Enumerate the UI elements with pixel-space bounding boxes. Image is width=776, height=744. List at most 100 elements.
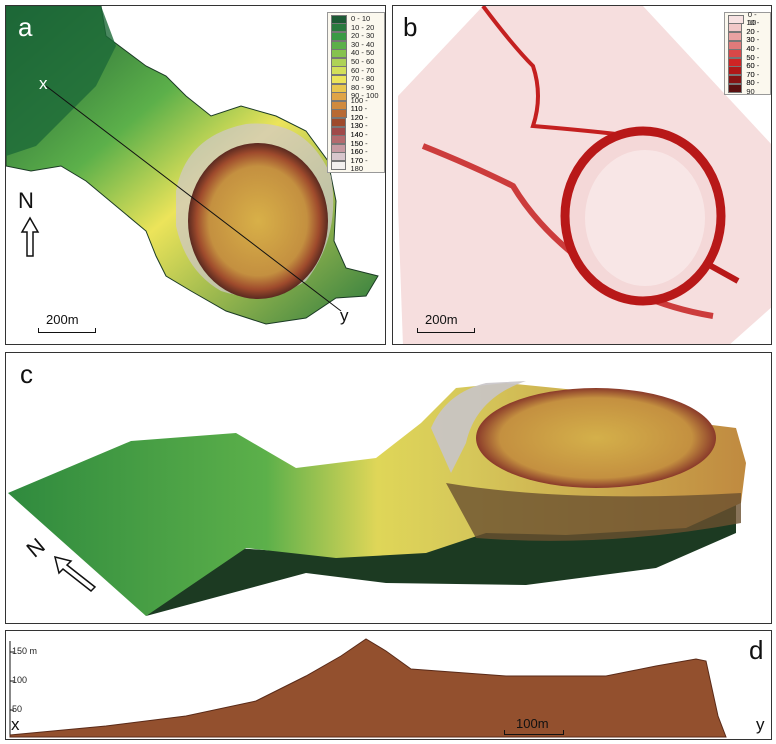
panel-c-3d-view: c N (5, 352, 772, 624)
legend-swatch (331, 74, 347, 84)
legend-entry: 40 - 50 (331, 48, 381, 59)
legend-label: 80 - 90 (351, 82, 375, 92)
profile-start-label-d: x (11, 715, 20, 734)
legend-label: 70 - 80 (351, 74, 375, 84)
panel-letter-a: a (18, 12, 33, 42)
legend-entry: 60 - 70 (331, 65, 381, 76)
legend-swatch (331, 135, 347, 145)
legend-label: 170 - 180 (350, 155, 368, 174)
scale-label-b: 200m (425, 312, 458, 327)
legend-entry: 110 - 120 (331, 104, 381, 122)
legend-entry: 0 - 10 (728, 10, 767, 27)
legend-swatch (331, 23, 347, 33)
legend-swatch (728, 31, 743, 41)
legend-entry: 70 - 80 (331, 75, 381, 84)
legend-label: 120 - 130 (350, 112, 368, 131)
legend-entry: 20 - 30 (331, 32, 381, 41)
legend-entry: 80 - 90 (728, 79, 767, 96)
legend-swatch (331, 31, 347, 41)
legend-entry: 0 - 10 (331, 14, 381, 24)
legend-label: 60 - 70 (746, 61, 760, 79)
legend-entry: 170 - 180 (331, 156, 381, 173)
legend-swatch (331, 66, 347, 76)
legend-swatch (331, 117, 347, 127)
scale-bar-d (504, 730, 564, 735)
legend-swatch (331, 57, 347, 67)
legend-swatch (331, 40, 347, 50)
crater-floor-gentle (585, 150, 705, 286)
profile-section (9, 638, 727, 738)
legend-swatch (331, 100, 347, 110)
scale-bar-a (38, 328, 96, 333)
scale-label-d: 100m (516, 716, 549, 731)
profile-graphic (9, 638, 727, 738)
legend-swatch (331, 126, 347, 136)
legend-entry: 20 - 30 (728, 27, 767, 44)
legend-label: 40 - 50 (351, 48, 375, 58)
legend-swatch (331, 109, 347, 119)
legend-swatch (728, 57, 743, 67)
legend-swatch (728, 74, 743, 84)
slope-channel (481, 6, 634, 138)
legend-elevation: 0 - 10 10 - 20 20 - 30 30 - 40 40 - 50 50 - 6… (327, 12, 385, 173)
legend-swatch (728, 66, 743, 76)
terrain-skirt (446, 483, 741, 541)
legend-swatch (331, 14, 347, 24)
profile-end-label: y (340, 306, 349, 325)
legend-label: 70 - 80 (746, 69, 760, 88)
legend-label: 140 - 150 (350, 130, 368, 148)
crater-floor-3d (476, 388, 716, 488)
legend-label: 10 - 20 (746, 18, 760, 36)
legend-entry: 50 - 60 (331, 57, 381, 67)
legend-slope: 0 - 10 10 - 20 20 - 30 30 - 40 40 - 50 50 - 6… (724, 10, 771, 96)
legend-label: 30 - 40 (746, 35, 760, 54)
profile-end-label-d: y (756, 715, 765, 734)
legend-label: 20 - 30 (746, 26, 760, 45)
elevation-map-graphic (6, 6, 379, 325)
legend-entry: 50 - 60 (728, 53, 767, 70)
panel-letter-b: b (403, 12, 418, 42)
legend-swatch (331, 143, 347, 153)
legend-swatch (728, 49, 743, 59)
crater-floor (188, 143, 328, 299)
legend-swatch (331, 83, 347, 93)
legend-label: 90 - 100 (351, 91, 379, 101)
legend-entry: 40 - 50 (728, 44, 767, 62)
legend-label: 100 - 110 (350, 95, 368, 114)
legend-swatch (331, 152, 347, 162)
slope-map-graphic (398, 6, 771, 344)
tick-label-50: 50 (12, 704, 23, 714)
crater-rim-white (431, 381, 526, 473)
panel-a-elevation-map: a x y N 200m 0 - 10 10 - 20 20 - 30 30 - 40… (5, 5, 386, 345)
legend-label: 150 - 160 (350, 138, 368, 157)
legend-entry: 140 - 150 (331, 130, 381, 147)
legend-entry: 70 - 80 (728, 70, 767, 87)
legend-label: 0 - 10 (747, 9, 757, 28)
legend-entry: 10 - 20 (728, 18, 767, 36)
legend-label: 10 - 20 (351, 22, 375, 32)
scale-bar-b (417, 328, 475, 333)
legend-swatch (728, 40, 743, 50)
slope-outlet (709, 263, 740, 284)
perspective-view-graphic (8, 381, 746, 616)
profile-start-label: x (39, 74, 48, 93)
legend-entry: 60 - 70 (728, 61, 767, 79)
legend-label: 50 - 60 (746, 52, 760, 71)
legend-label: 30 - 40 (351, 39, 375, 49)
north-arrow-icon (20, 216, 40, 257)
legend-entry: 80 - 90 (331, 82, 381, 93)
panel-d-profile: 150 m 100 50 d x y 100m (5, 630, 772, 740)
north-arrow-icon-c (53, 555, 97, 593)
legend-entry: 30 - 40 (331, 39, 381, 50)
legend-swatch (331, 92, 347, 102)
tick-label-150: 150 m (12, 646, 38, 656)
legend-label: 20 - 30 (351, 31, 375, 41)
panel-letter-c: c (20, 359, 33, 389)
legend-swatch (728, 23, 743, 33)
upper-green-shelf (6, 6, 116, 156)
panel-b-slope-map: b 200m 0 - 10 10 - 20 20 - 30 30 - 40 40 - 5… (392, 5, 772, 345)
legend-entry: 30 - 40 (728, 36, 767, 53)
legend-label: 80 - 90 (746, 78, 760, 97)
tick-label-100: 100 (12, 675, 28, 685)
legend-label: 60 - 70 (351, 65, 375, 75)
